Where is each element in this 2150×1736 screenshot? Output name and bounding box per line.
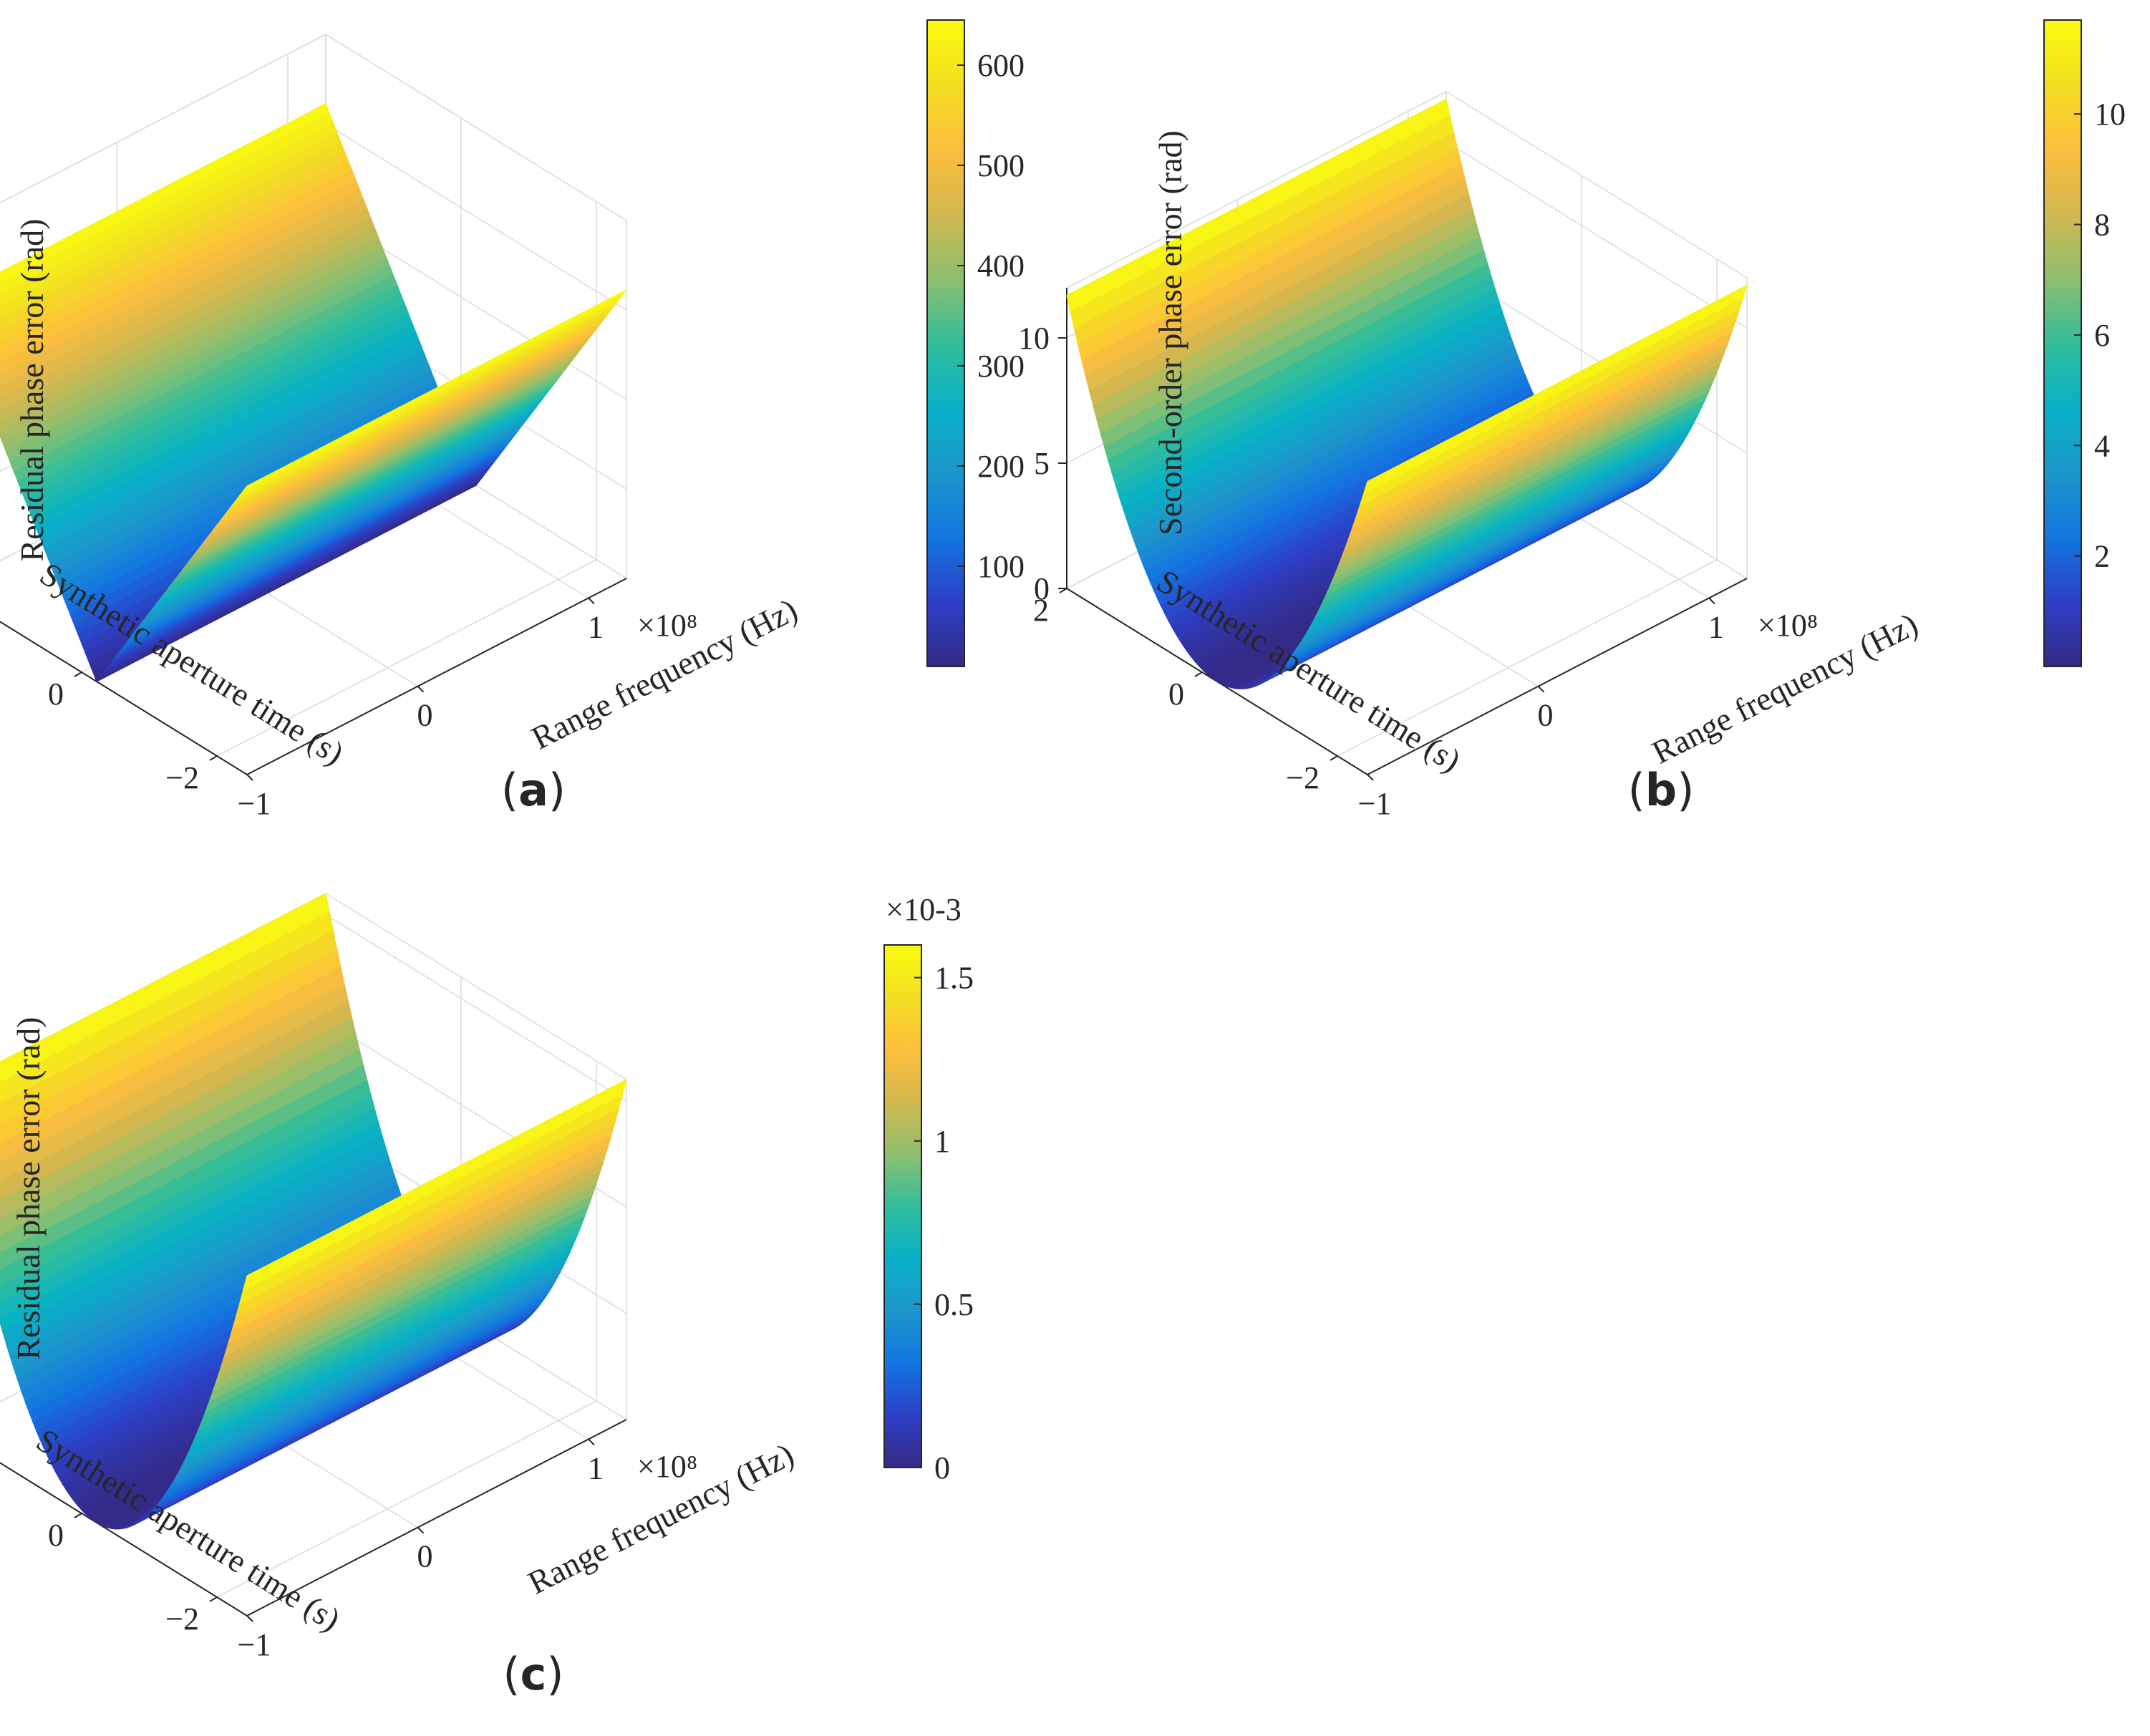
y-tick-mark (209, 755, 218, 761)
z-axis-label: Residual phase error (rad) (10, 1017, 47, 1360)
surface (1066, 98, 1748, 689)
x-tick-label: 1 (588, 1450, 604, 1485)
panel-paren-open: ( (501, 764, 518, 816)
y-tick-mark (1194, 671, 1203, 677)
y-tick-label: 0 (48, 1518, 64, 1553)
x-axis-line (246, 1419, 627, 1616)
colorbar-tick-label: 200 (977, 449, 1025, 484)
colorbar-tick-label: 2 (2094, 539, 2110, 574)
colorbar-tick-label: 100 (977, 549, 1025, 584)
x-tick-mark (246, 774, 253, 781)
x-tick-mark (417, 685, 425, 693)
z-axis-label: Residual phase error (rad) (14, 219, 50, 562)
colorbar-bar (926, 19, 965, 667)
panel-paren-close: ) (546, 1648, 563, 1700)
colorbar-tick-label: 600 (977, 48, 1025, 83)
y-tick-mark (74, 671, 82, 677)
surface-strip (243, 289, 627, 492)
surface (0, 893, 627, 1530)
colorbar-tick-label: 4 (2094, 428, 2110, 463)
wall-grid-z (325, 914, 627, 1102)
colorbar-tick-label: 10 (2094, 97, 2126, 132)
x-axis-line (246, 578, 627, 775)
z-axis-label: Second-order phase error (rad) (1152, 130, 1188, 535)
x-tick-mark (1708, 597, 1715, 605)
z-tick-label: 0 (1034, 571, 1050, 606)
colorbar-tick-label: 1.5 (934, 961, 974, 996)
panel-label: (b) (1628, 764, 1695, 816)
y-tick-mark (1330, 755, 1338, 761)
y-tick-label: −2 (165, 1601, 199, 1636)
colorbar-tick-label: 8 (2094, 208, 2110, 243)
panel-paren-open: ( (1628, 764, 1645, 816)
top-right-edge (1446, 91, 1748, 278)
y-tick-label: 0 (48, 677, 64, 712)
x-exponent-label: ×10⁸ (1758, 608, 1818, 643)
panel-letter: b (1645, 764, 1677, 816)
x-tick-label: 0 (1538, 698, 1554, 733)
colorbar-tick-label: 400 (977, 248, 1025, 283)
wall-grid-z (1446, 141, 1748, 329)
floor-grid-y (216, 1400, 597, 1598)
panel-letter: a (518, 764, 548, 816)
y-tick-mark (209, 1596, 218, 1602)
floor-grid-y (1337, 559, 1718, 757)
colorbar-tick-label: 500 (977, 148, 1025, 183)
z-tick-label: 5 (1034, 446, 1050, 481)
x-tick-mark (588, 597, 595, 605)
x-tick-label: 1 (1708, 609, 1724, 644)
x-exponent-label: ×10⁸ (637, 1449, 697, 1484)
z-tick-label: 10 (1018, 321, 1050, 356)
surface-strip (1362, 284, 1748, 495)
x-tick-label: 0 (417, 698, 433, 733)
wall-grid-z (325, 34, 627, 221)
y-tick-label: −2 (165, 760, 199, 795)
colorbar-tick-label: 6 (2094, 318, 2110, 353)
y-tick-label: 2 (1033, 593, 1049, 628)
panel-label: (a) (501, 764, 566, 816)
x-tick-mark (1367, 774, 1374, 781)
top-back-edge (1066, 91, 1447, 288)
colorbar-tick-label: 0.5 (934, 1287, 974, 1322)
x-tick-label: −1 (238, 786, 271, 821)
surface-strip (242, 1078, 627, 1291)
panel-letter: c (520, 1648, 547, 1700)
y-tick-mark (74, 1513, 82, 1518)
x-tick-mark (246, 1615, 253, 1622)
x-exponent-label: ×10⁸ (637, 608, 697, 643)
x-tick-mark (588, 1438, 595, 1446)
x-tick-label: −1 (1358, 786, 1392, 821)
panel-label: (c) (503, 1648, 563, 1700)
panel-paren-close: ) (548, 764, 566, 816)
x-tick-mark (417, 1526, 425, 1534)
colorbar-tick-label: 1 (934, 1124, 950, 1159)
wall-grid-z (0, 34, 326, 204)
colorbar-tick-label: 0 (934, 1450, 950, 1485)
y-tick-label: 0 (1168, 677, 1184, 712)
x-axis-line (1367, 578, 1748, 775)
colorbar: 100 200 300 400 500 600 (926, 19, 1025, 667)
panel-paren-open: ( (503, 1648, 520, 1700)
x-tick-label: 0 (417, 1539, 433, 1574)
top-right-edge (325, 893, 627, 1080)
colorbar-tick-label: 300 (977, 349, 1025, 384)
wall-grid-z (325, 123, 627, 311)
x-tick-mark (1537, 685, 1545, 693)
x-tick-label: 1 (588, 609, 604, 644)
surface (0, 103, 627, 682)
y-tick-label: −2 (1286, 760, 1319, 795)
colorbar-bar (2043, 19, 2082, 667)
x-tick-label: −1 (238, 1627, 271, 1662)
floor-grid-y (216, 559, 597, 757)
colorbar-exponent: ×10-3 (886, 892, 961, 927)
colorbar: 0 0.5 1 1.5 ×10-3 (883, 892, 974, 1485)
colorbar: 2 4 6 8 10 (2043, 19, 2126, 667)
panel-paren-close: ) (1677, 764, 1694, 816)
colorbar-bar (883, 944, 922, 1468)
